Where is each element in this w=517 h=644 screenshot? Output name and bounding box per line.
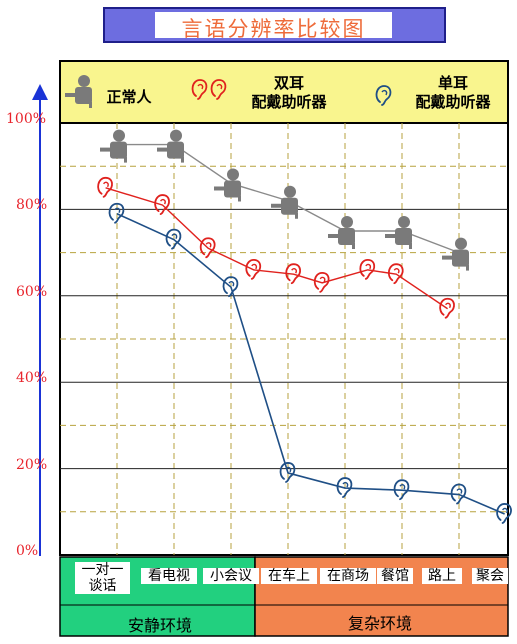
category-label: 在商场 (320, 568, 376, 584)
y-axis-arrow-icon (32, 84, 48, 100)
person-icon (214, 168, 241, 202)
blue-ear-icon (375, 85, 392, 106)
red-ear-icon (285, 263, 301, 285)
blue-ear-icon (393, 479, 410, 501)
legend-label-normal: 正常人 (106, 88, 152, 106)
red-ear-icon (359, 258, 376, 280)
red-ear-icon (210, 79, 227, 100)
person-icon (328, 216, 355, 249)
red-ear-icon (154, 194, 170, 215)
category-label: 聚会 (472, 568, 508, 584)
red-ear-icon (313, 271, 330, 293)
y-tick-label: 80% (16, 197, 48, 214)
series-line (116, 212, 505, 515)
person-icon (65, 75, 92, 108)
series-line (105, 187, 448, 310)
group-label-complex: 复杂环境 (347, 614, 412, 633)
series-2 (108, 202, 512, 524)
red-ear-icon (245, 258, 262, 280)
blue-ear-icon (165, 228, 182, 250)
category-label: 在车上 (261, 568, 317, 584)
category-label: 餐馆 (377, 568, 413, 584)
legend-label-monaural: 单耳 配戴助听器 (415, 74, 491, 111)
category-label: 路上 (422, 568, 462, 584)
series-0 (100, 129, 469, 271)
blue-ear-icon (222, 276, 239, 298)
title-box: 言语分辨率比较图 (103, 7, 446, 43)
group-label-quiet: 安静环境 (127, 616, 192, 635)
person-icon (271, 185, 298, 219)
series-1 (97, 176, 455, 319)
person-icon (385, 216, 412, 249)
blue-ear-icon (450, 483, 467, 505)
y-tick-label: 60% (16, 283, 48, 300)
legend-band (61, 62, 507, 122)
person-icon (442, 237, 469, 271)
y-tick-label: 100% (6, 111, 47, 127)
red-ear-icon (387, 263, 404, 285)
plot-frame (59, 60, 509, 556)
blue-ear-icon (336, 477, 353, 498)
category-label: 看电视 (141, 568, 197, 584)
blue-ear-icon (108, 202, 125, 224)
legend-icons (65, 75, 392, 108)
y-tick-label: 0% (16, 543, 39, 559)
category-label: 小会议 (203, 568, 259, 584)
chart-title: 言语分辨率比较图 (181, 17, 366, 41)
blue-ear-icon (279, 462, 296, 483)
category-label: 一对一 谈话 (75, 562, 130, 594)
person-icon (157, 129, 184, 163)
red-ear-icon (199, 237, 216, 259)
y-tick-label: 20% (16, 456, 48, 473)
red-ear-icon (97, 176, 113, 198)
y-tick-label: 40% (16, 370, 48, 387)
title-plate: 言语分辨率比较图 (155, 12, 392, 41)
blue-ear-icon (496, 503, 512, 524)
red-ear-icon (191, 79, 208, 100)
red-ear-icon (439, 297, 455, 319)
person-icon (100, 129, 127, 163)
legend-label-binaural: 双耳 配戴助听器 (251, 74, 327, 111)
